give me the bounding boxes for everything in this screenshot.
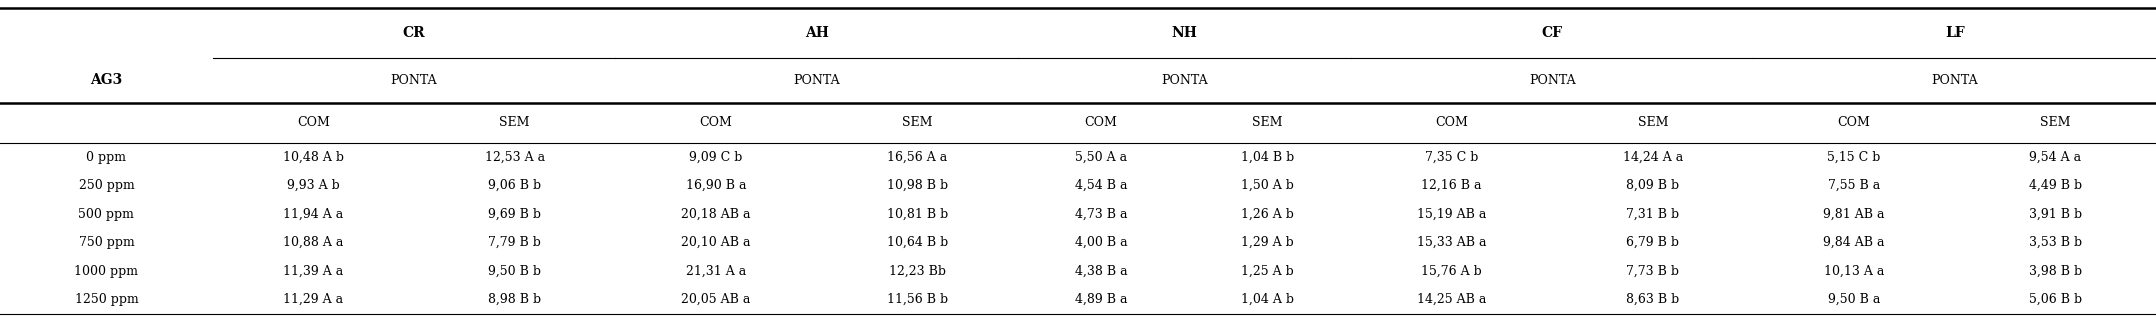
Text: 3,53 B b: 3,53 B b [2029,236,2083,249]
Text: 11,94 A a: 11,94 A a [282,208,343,221]
Text: 20,10 AB a: 20,10 AB a [681,236,750,249]
Text: 11,29 A a: 11,29 A a [282,293,343,306]
Text: 10,88 A a: 10,88 A a [282,236,343,249]
Text: 7,79 B b: 7,79 B b [487,236,541,249]
Text: 7,35 C b: 7,35 C b [1425,151,1479,164]
Text: 16,90 B a: 16,90 B a [686,179,746,192]
Text: 9,69 B b: 9,69 B b [487,208,541,221]
Text: 15,19 AB a: 15,19 AB a [1416,208,1485,221]
Text: 14,24 A a: 14,24 A a [1623,151,1684,164]
Text: 7,31 B b: 7,31 B b [1626,208,1680,221]
Text: 11,39 A a: 11,39 A a [282,265,343,278]
Text: CF: CF [1542,26,1563,40]
Text: 9,50 B b: 9,50 B b [487,265,541,278]
Text: COM: COM [1837,117,1871,129]
Text: 14,25 AB a: 14,25 AB a [1416,293,1485,306]
Text: PONTA: PONTA [793,74,841,87]
Text: SEM: SEM [2040,117,2070,129]
Text: SEM: SEM [500,117,530,129]
Text: 9,84 AB a: 9,84 AB a [1824,236,1884,249]
Text: LF: LF [1945,26,1964,40]
Text: 9,54 A a: 9,54 A a [2029,151,2081,164]
Text: 10,64 B b: 10,64 B b [886,236,949,249]
Text: PONTA: PONTA [1529,74,1576,87]
Text: 15,33 AB a: 15,33 AB a [1416,236,1485,249]
Text: 5,06 B b: 5,06 B b [2029,293,2083,306]
Text: 10,98 B b: 10,98 B b [886,179,949,192]
Text: 11,56 B b: 11,56 B b [886,293,949,306]
Text: 5,50 A a: 5,50 A a [1076,151,1128,164]
Text: 8,98 B b: 8,98 B b [487,293,541,306]
Text: 10,81 B b: 10,81 B b [886,208,949,221]
Text: 9,06 B b: 9,06 B b [487,179,541,192]
Text: 4,73 B a: 4,73 B a [1076,208,1128,221]
Text: 21,31 A a: 21,31 A a [686,265,746,278]
Text: 8,09 B b: 8,09 B b [1626,179,1680,192]
Text: SEM: SEM [1253,117,1283,129]
Text: 0 ppm: 0 ppm [86,151,127,164]
Text: 4,38 B a: 4,38 B a [1076,265,1128,278]
Text: 20,05 AB a: 20,05 AB a [681,293,750,306]
Text: 20,18 AB a: 20,18 AB a [681,208,750,221]
Text: 12,23 Bb: 12,23 Bb [888,265,946,278]
Text: CR: CR [403,26,425,40]
Text: 12,53 A a: 12,53 A a [485,151,545,164]
Text: SEM: SEM [901,117,934,129]
Text: 9,50 B a: 9,50 B a [1828,293,1880,306]
Text: 1,04 A b: 1,04 A b [1242,293,1294,306]
Text: COM: COM [1084,117,1117,129]
Text: 9,81 AB a: 9,81 AB a [1824,208,1884,221]
Text: PONTA: PONTA [390,74,438,87]
Text: PONTA: PONTA [1162,74,1207,87]
Text: 1,50 A b: 1,50 A b [1242,179,1294,192]
Text: COM: COM [699,117,733,129]
Text: 250 ppm: 250 ppm [78,179,134,192]
Text: PONTA: PONTA [1932,74,1977,87]
Text: 15,76 A b: 15,76 A b [1421,265,1481,278]
Text: 5,15 C b: 5,15 C b [1828,151,1880,164]
Text: 4,00 B a: 4,00 B a [1076,236,1128,249]
Text: 4,49 B b: 4,49 B b [2029,179,2083,192]
Text: 16,56 A a: 16,56 A a [886,151,946,164]
Text: AH: AH [804,26,828,40]
Text: NH: NH [1171,26,1197,40]
Text: 750 ppm: 750 ppm [78,236,134,249]
Text: 1000 ppm: 1000 ppm [75,265,138,278]
Text: 1,26 A b: 1,26 A b [1242,208,1294,221]
Text: SEM: SEM [1639,117,1669,129]
Text: 500 ppm: 500 ppm [78,208,134,221]
Text: AG3: AG3 [91,73,123,88]
Text: COM: COM [1436,117,1468,129]
Text: 9,09 C b: 9,09 C b [690,151,742,164]
Text: 3,98 B b: 3,98 B b [2029,265,2083,278]
Text: 1,04 B b: 1,04 B b [1242,151,1294,164]
Text: 4,89 B a: 4,89 B a [1076,293,1128,306]
Text: 8,63 B b: 8,63 B b [1626,293,1680,306]
Text: 12,16 B a: 12,16 B a [1421,179,1481,192]
Text: 7,73 B b: 7,73 B b [1626,265,1680,278]
Text: 10,13 A a: 10,13 A a [1824,265,1884,278]
Text: 6,79 B b: 6,79 B b [1626,236,1680,249]
Text: 1,29 A b: 1,29 A b [1242,236,1294,249]
Text: 1,25 A b: 1,25 A b [1242,265,1294,278]
Text: 4,54 B a: 4,54 B a [1076,179,1128,192]
Text: COM: COM [298,117,330,129]
Text: 3,91 B b: 3,91 B b [2029,208,2083,221]
Text: 1250 ppm: 1250 ppm [75,293,138,306]
Text: 7,55 B a: 7,55 B a [1828,179,1880,192]
Text: 9,93 A b: 9,93 A b [287,179,341,192]
Text: 10,48 A b: 10,48 A b [282,151,345,164]
